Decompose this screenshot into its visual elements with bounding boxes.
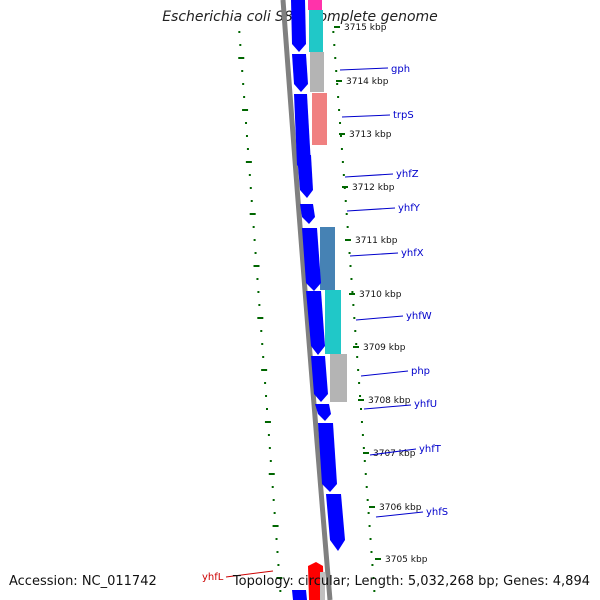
cds-arrow xyxy=(294,94,311,173)
tick-label: 3715 kbp xyxy=(344,23,387,33)
tick-label: 3706 kbp xyxy=(379,503,422,513)
gene-label-yhfU: yhfU xyxy=(414,399,437,410)
cog-block-gray-2 xyxy=(330,354,347,402)
cds-arrow xyxy=(302,228,321,291)
cog-block-gray xyxy=(310,52,324,92)
gene-leader-line xyxy=(355,315,404,321)
gene-leader-line xyxy=(360,370,409,377)
gene-label-yhfL: yhfL xyxy=(202,572,224,583)
cds-arrow xyxy=(297,155,313,198)
tick-label: 3705 kbp xyxy=(385,555,428,565)
tick-label: 3712 kbp xyxy=(352,183,395,193)
gene-leader-line xyxy=(363,404,412,410)
gene-label-yhfZ: yhfZ xyxy=(396,169,419,180)
cds-arrow xyxy=(292,590,307,600)
gene-leader-line xyxy=(344,173,394,178)
cog-block-cyan-2 xyxy=(325,290,341,354)
gene-label-php: php xyxy=(411,366,430,377)
accession-label: Accession: NC_011742 xyxy=(9,574,157,589)
gene-label-yhfY: yhfY xyxy=(398,203,421,214)
cds-arrow xyxy=(300,204,315,224)
cds-arrow xyxy=(326,494,345,551)
gene-label-yhfS: yhfS xyxy=(426,507,448,518)
gene-label-yhfX: yhfX xyxy=(401,248,424,259)
gene-label-yhfW: yhfW xyxy=(406,311,432,322)
gene-leader-line xyxy=(225,570,274,578)
cds-arrow xyxy=(292,54,308,92)
tick-label: 3709 kbp xyxy=(363,343,406,353)
gene-leader-line xyxy=(339,67,389,71)
gene-label-gph: gph xyxy=(391,64,410,75)
gene-leader-line xyxy=(369,448,417,456)
cog-block-cyan xyxy=(309,10,323,52)
gene-leader-line xyxy=(375,511,424,518)
scale-ticks: 3715 kbp 3714 kbp 3713 kbp 3712 kbp 3711 kbp… xyxy=(334,23,428,565)
topology-label: Topology: circular; Length: 5,032,268 bp… xyxy=(232,574,590,589)
cds-arrow xyxy=(311,356,328,402)
tick-label: 3707 kbp xyxy=(373,449,416,459)
guide-rings xyxy=(238,31,376,592)
cog-block-magenta xyxy=(308,0,322,10)
backbone-arc xyxy=(280,0,333,600)
gene-leader-line xyxy=(346,207,396,212)
cog-block-steelblue xyxy=(320,227,335,290)
cds-arrow xyxy=(315,404,331,421)
tick-label: 3710 kbp xyxy=(359,290,402,300)
cog-strip xyxy=(308,0,347,402)
gene-label-yhfT: yhfT xyxy=(419,444,442,455)
cds-arrow xyxy=(291,0,306,52)
gene-leader-line xyxy=(349,252,399,257)
gene-labels: gph trpS yhfZ yhfY yhfX yhfW php yhfU yhfT yhfS yh… xyxy=(202,64,448,583)
tick-label: 3713 kbp xyxy=(349,130,392,140)
cds-track xyxy=(291,0,345,600)
cds-arrow xyxy=(318,423,337,492)
tick-label: 3708 kbp xyxy=(368,396,411,406)
tick-label: 3711 kbp xyxy=(355,236,398,246)
rna-gene-yhfL-cog xyxy=(320,572,325,600)
gene-label-trpS: trpS xyxy=(393,110,414,121)
cog-block-salmon xyxy=(312,93,327,145)
cds-arrow xyxy=(306,291,325,355)
tick-label: 3714 kbp xyxy=(346,77,389,87)
gene-leader-line xyxy=(341,114,391,118)
